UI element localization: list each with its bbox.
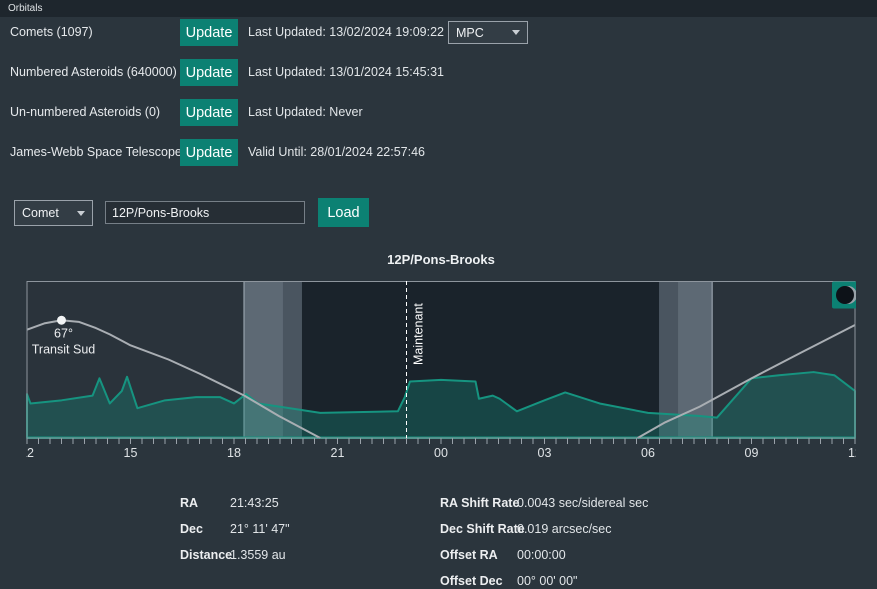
catalog-label: James-Webb Space Telescope — [10, 139, 182, 166]
transit-altitude-label: 67° — [54, 326, 73, 340]
axis-tick-label: 15 — [124, 446, 138, 460]
catalog-label: Comets (1097) — [10, 19, 93, 46]
chevron-down-icon — [77, 211, 85, 216]
axis-tick-label: 12 — [26, 446, 34, 460]
ra-shift-rate-value: 0.0043 sec/sidereal sec — [517, 495, 648, 511]
axis-tick-label: 06 — [641, 446, 655, 460]
ra-value: 21:43:25 — [230, 495, 279, 511]
distance-value: 1.3559 au — [230, 547, 286, 563]
ra-shift-rate-label: RA Shift Rate — [440, 496, 519, 510]
chart-title: 12P/Pons-Brooks — [26, 252, 856, 267]
catalog-status: Valid Until: 28/01/2024 22:57:46 — [248, 139, 425, 166]
update-jwst-button[interactable]: Update — [180, 139, 238, 166]
catalog-label: Un-numbered Asteroids (0) — [10, 99, 160, 126]
distance-label: Distance — [180, 548, 232, 562]
catalog-status: Last Updated: 13/01/2024 15:45:31 — [248, 59, 444, 86]
catalog-status: Last Updated: 13/02/2024 19:09:22 — [248, 19, 444, 46]
offset-dec-label: Offset Dec — [440, 574, 503, 588]
catalog-source-select[interactable]: MPC — [448, 21, 528, 44]
catalog-row-comets: Comets (1097) Update Last Updated: 13/02… — [0, 19, 877, 46]
update-comets-button[interactable]: Update — [180, 19, 238, 46]
object-loader-row: Comet Load — [0, 198, 877, 228]
offset-ra-label: Offset RA — [440, 548, 498, 562]
moon-phase-icon — [832, 282, 856, 309]
offset-dec-value: 00° 00' 00" — [517, 573, 577, 589]
axis-tick-label: 00 — [434, 446, 448, 460]
dec-shift-rate-value: 0.019 arcsec/sec — [517, 521, 612, 537]
altitude-chart: 12 15 18 21 00 03 06 09 12 Maintenant 67° Transit S… — [26, 281, 856, 461]
chevron-down-icon — [512, 30, 520, 35]
catalog-label: Numbered Asteroids (640000) — [10, 59, 177, 86]
object-type-value: Comet — [22, 206, 59, 220]
axis-tick-label: 03 — [538, 446, 552, 460]
dec-label: Dec — [180, 522, 203, 536]
dec-value: 21° 11' 47" — [230, 521, 290, 537]
update-unnumbered-asteroids-button[interactable]: Update — [180, 99, 238, 126]
load-button[interactable]: Load — [318, 198, 369, 227]
now-label: Maintenant — [412, 303, 426, 365]
catalog-row-jwst: James-Webb Space Telescope Update Valid … — [0, 139, 877, 166]
update-numbered-asteroids-button[interactable]: Update — [180, 59, 238, 86]
axis-tick-label: 09 — [745, 446, 759, 460]
window-title: Orbitals — [0, 0, 877, 17]
axis-tick-label: 18 — [227, 446, 241, 460]
offset-ra-value: 00:00:00 — [517, 547, 566, 563]
dec-shift-rate-label: Dec Shift Rate — [440, 522, 525, 536]
object-type-select[interactable]: Comet — [14, 200, 93, 226]
catalog-row-unnumbered-asteroids: Un-numbered Asteroids (0) Update Last Up… — [0, 99, 877, 126]
catalog-source-value: MPC — [456, 26, 484, 40]
catalog-row-numbered-asteroids: Numbered Asteroids (640000) Update Last … — [0, 59, 877, 86]
axis-tick-label: 12 — [848, 446, 856, 460]
target-name-input[interactable] — [105, 201, 305, 224]
transit-direction-label: Transit Sud — [32, 342, 96, 356]
axis-tick-label: 21 — [331, 446, 345, 460]
catalog-status: Last Updated: Never — [248, 99, 363, 126]
transit-marker-dot — [57, 316, 66, 325]
ra-label: RA — [180, 496, 198, 510]
